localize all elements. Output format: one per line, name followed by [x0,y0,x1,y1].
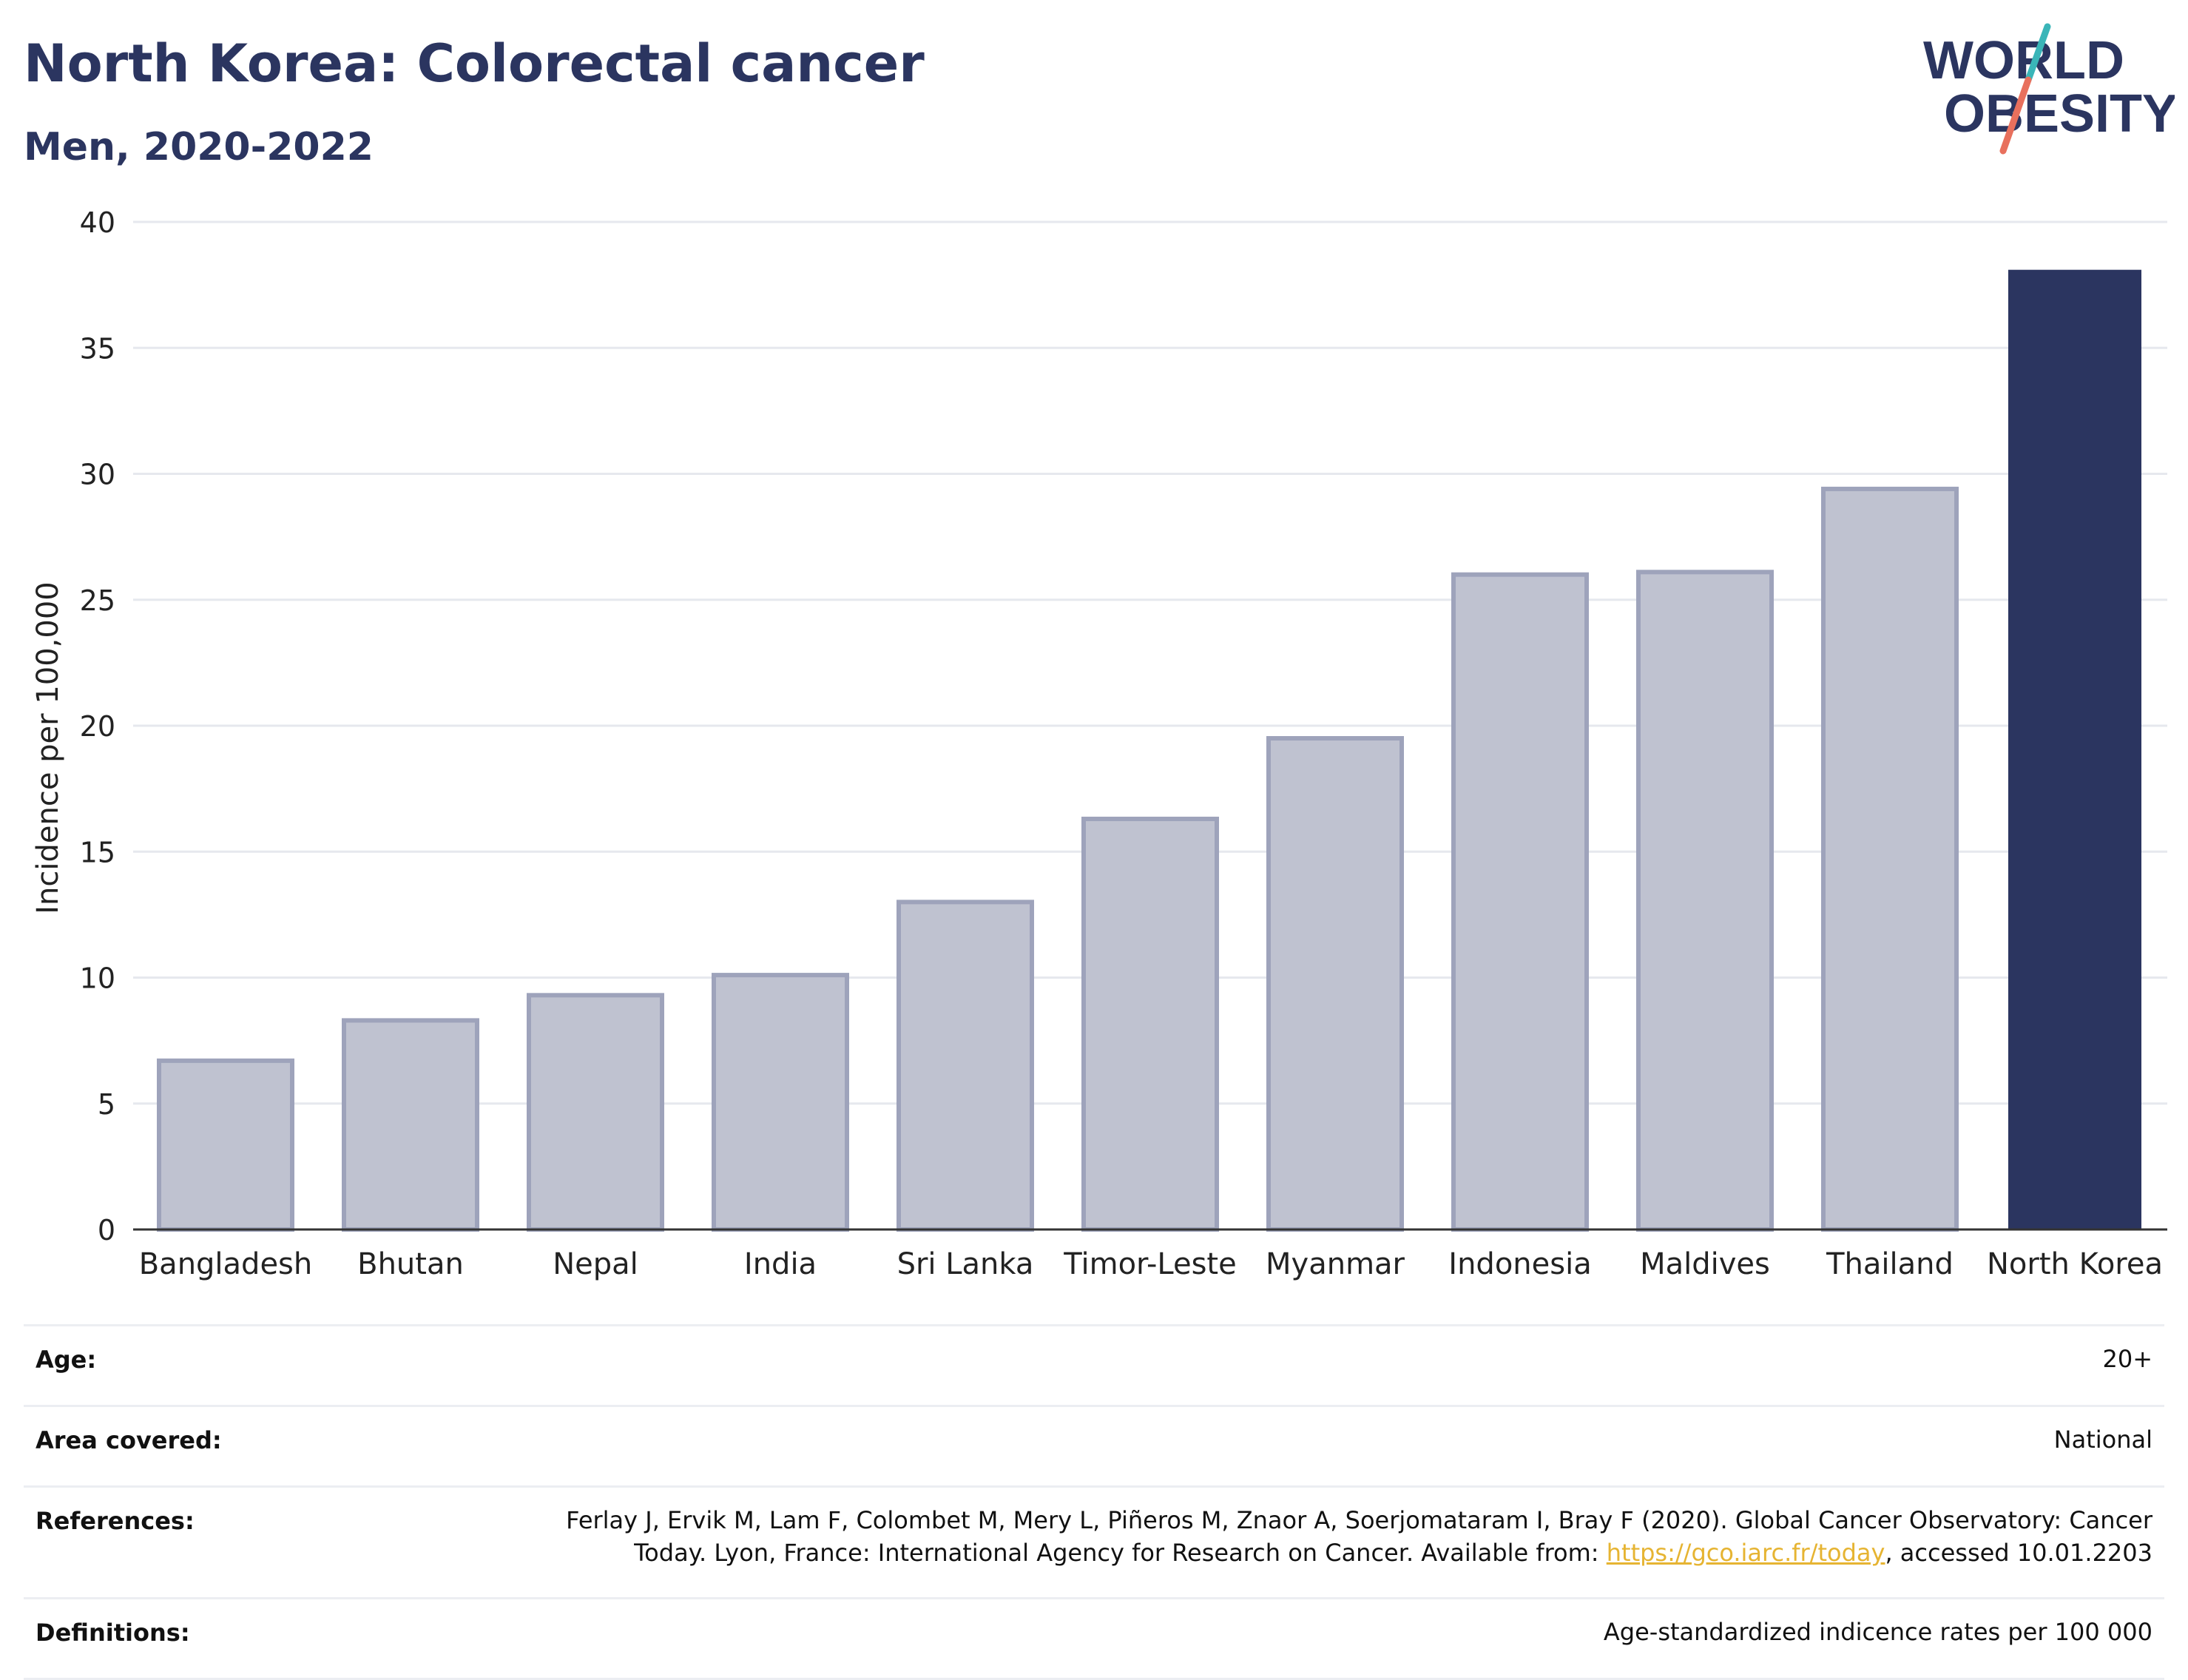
x-tick-label: North Korea [1987,1247,2163,1281]
logo-slash-coral [1999,76,2032,155]
area-value: National [358,1405,2164,1488]
references-label: References: [24,1485,358,1599]
x-tick-label: Indonesia [1448,1247,1591,1281]
references-accessed: , accessed 10.01.2203 [1885,1539,2152,1567]
area-label: Area covered: [24,1405,358,1488]
bar-indonesia [1451,572,1589,1232]
bar-thailand [1821,486,1959,1232]
references-value: Ferlay J, Ervik M, Lam F, Colombet M, Me… [358,1485,2164,1599]
x-tick-label: Timor-Leste [1063,1247,1236,1281]
y-tick-label: 10 [80,962,115,995]
x-tick-label: Bhutan [357,1247,464,1281]
age-value: 20+ [358,1324,2164,1407]
bar-myanmar [1266,736,1404,1232]
y-axis-label: Incidence per 100,000 [31,581,65,914]
chart-title: North Korea: Colorectal cancer [24,33,925,94]
logo-text-obesity: OBESITY [1944,84,2175,144]
x-tick-label: Myanmar [1266,1247,1405,1281]
meta-row-age: Age: 20+ [24,1324,2164,1407]
x-tick-label: Maldives [1640,1247,1770,1281]
meta-row-definitions: Definitions: Age-standardized indicence … [24,1597,2164,1680]
bar-india [712,973,849,1232]
definitions-label: Definitions: [24,1597,358,1680]
bar-bangladesh [157,1058,294,1232]
bar-timor-leste [1081,816,1219,1232]
x-tick-label: India [744,1247,817,1281]
logo-text-world: WORLD [1923,31,2124,90]
references-line1: Ferlay J, Ervik M, Lam F, Colombet M, Me… [566,1506,2152,1534]
bar-maldives [1636,570,1774,1232]
references-line2: Today. Lyon, France: International Agenc… [634,1539,1607,1567]
y-tick-label: 25 [80,584,115,617]
y-axis-ticks: 0 5 10 15 20 25 30 35 40 [80,206,115,1246]
logo-slash-teal [2025,23,2051,84]
y-tick-label: 40 [80,206,115,239]
x-tick-label: Bangladesh [139,1247,313,1281]
metadata-table: Age: 20+ Area covered: National Referenc… [24,1324,2164,1680]
bar-bhutan [342,1018,479,1232]
bar-sri-lanka [897,900,1034,1232]
references-link[interactable]: https://gco.iarc.fr/today [1606,1539,1885,1567]
x-tick-label: Sri Lanka [897,1247,1034,1281]
meta-row-area: Area covered: National [24,1405,2164,1488]
y-tick-label: 30 [80,459,115,491]
x-tick-label: Thailand [1826,1247,1954,1281]
x-axis-ticks: Bangladesh Bhutan Nepal India Sri Lanka Timor… [139,1247,2163,1281]
meta-row-references: References: Ferlay J, Ervik M, Lam F, Co… [24,1485,2164,1599]
bar-north-korea [2008,269,2141,1229]
y-tick-label: 20 [80,710,115,743]
world-obesity-logo: WORLD OBESITY [1923,23,2175,155]
definitions-value: Age-standardized indicence rates per 100… [358,1597,2164,1680]
chart-subtitle: Men, 2020-2022 [24,125,374,169]
age-label: Age: [24,1324,358,1407]
y-tick-label: 0 [98,1214,115,1246]
bar-chart: 0 5 10 15 20 25 30 35 40 Bangladesh Bhutan Nepal In… [31,206,2167,1281]
x-tick-label: Nepal [553,1247,638,1281]
y-tick-label: 15 [80,836,115,868]
y-tick-label: 35 [80,332,115,365]
bar-nepal [527,993,664,1232]
bars [157,269,2141,1232]
y-tick-label: 5 [98,1088,115,1121]
